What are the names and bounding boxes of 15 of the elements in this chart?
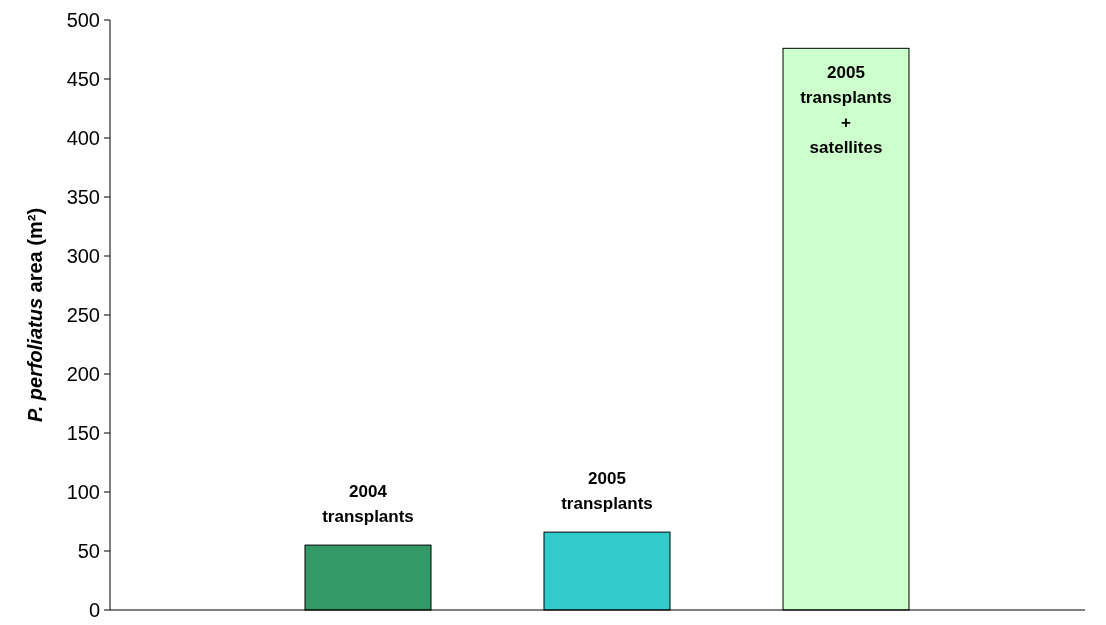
y-tick-label: 500 <box>66 9 100 31</box>
x-tick-label: 2005 transplants <box>561 469 653 514</box>
y-tick-label: 250 <box>66 304 100 326</box>
y-tick-label: 450 <box>66 68 100 90</box>
y-tick-label: 100 <box>66 481 100 503</box>
y-tick-label: 400 <box>66 127 100 149</box>
x-tick-label: 2005 transplants + satellites <box>800 63 892 158</box>
y-tick-label: 300 <box>66 245 100 267</box>
y-axis-title: P. perfoliatus area (m²) <box>24 207 46 423</box>
y-tick-label: 200 <box>66 363 100 385</box>
y-tick-label: 0 <box>88 599 100 621</box>
y-tick-label: 50 <box>77 540 100 562</box>
y-tick-label: 350 <box>66 186 100 208</box>
x-tick-label: 2004 transplants <box>322 482 414 527</box>
y-tick-label: 150 <box>66 422 100 444</box>
